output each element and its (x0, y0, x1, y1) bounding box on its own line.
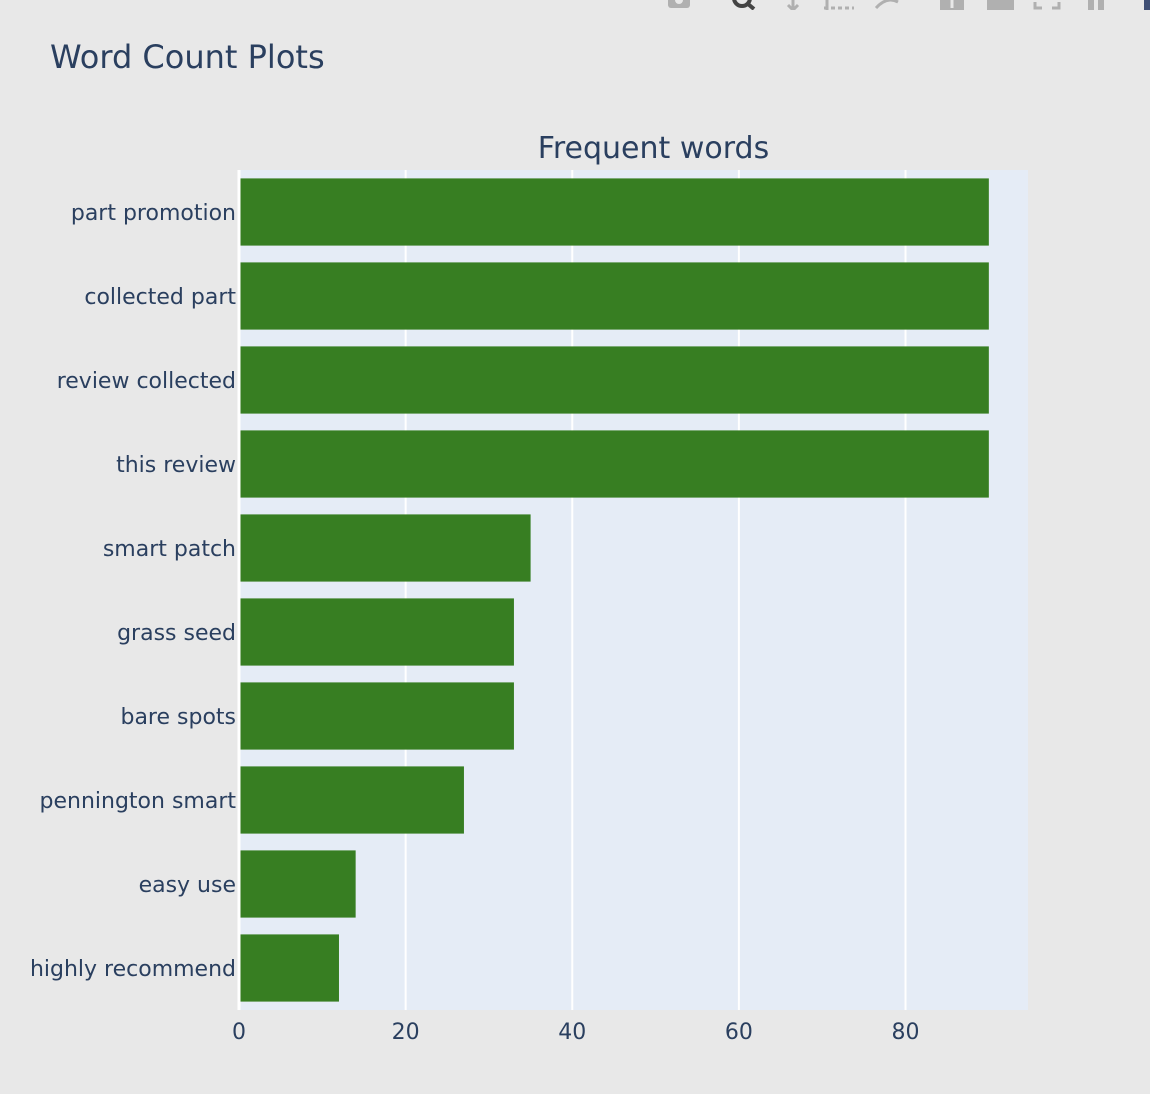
camera-icon[interactable] (666, 0, 692, 10)
bar (239, 346, 989, 414)
y-tick-label: easy use (139, 873, 236, 898)
autoscale-icon[interactable] (1032, 0, 1061, 10)
zoom-out-icon[interactable] (986, 0, 1015, 10)
bar (239, 598, 514, 666)
x-tick-label: 40 (558, 1020, 586, 1045)
bar (239, 934, 339, 1002)
x-tick-label: 0 (232, 1020, 246, 1045)
bar (239, 682, 514, 750)
chart-title: Frequent words (538, 131, 769, 166)
bar (239, 430, 989, 498)
x-tick-label: 20 (392, 1020, 420, 1045)
bar (239, 262, 989, 330)
y-tick-label: pennington smart (40, 789, 237, 814)
zoom-in-icon[interactable] (938, 0, 964, 10)
bar (239, 178, 989, 246)
bar (239, 514, 531, 582)
bar (239, 766, 464, 834)
plotly-logo-icon[interactable] (1142, 0, 1150, 10)
y-tick-label: grass seed (117, 621, 236, 646)
x-tick-label: 60 (725, 1020, 753, 1045)
page-title: Word Count Plots (50, 38, 325, 76)
y-tick-label: this review (116, 453, 236, 478)
y-tick-label: part promotion (71, 201, 236, 226)
reset-axes-icon[interactable] (1084, 0, 1110, 10)
y-tick-label: bare spots (120, 705, 236, 730)
bar (239, 850, 356, 918)
zoom-icon[interactable] (730, 0, 756, 11)
pan-icon[interactable] (780, 0, 806, 12)
modebar-toolbar (660, 0, 1150, 12)
y-tick-label: smart patch (103, 537, 236, 562)
lasso-select-icon[interactable] (874, 0, 900, 10)
box-select-icon[interactable] (824, 0, 854, 10)
x-tick-label: 80 (892, 1020, 920, 1045)
y-tick-label: highly recommend (30, 957, 236, 982)
y-tick-label: review collected (57, 369, 236, 394)
y-tick-label: collected part (84, 285, 236, 310)
